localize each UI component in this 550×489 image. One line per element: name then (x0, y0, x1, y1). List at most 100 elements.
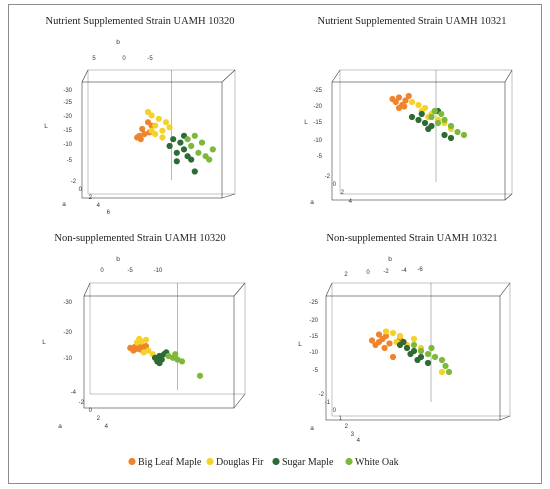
box-edge (331, 69, 341, 83)
data-point (144, 108, 152, 116)
data-point (177, 139, 184, 146)
panel-title: Nutrient Supplemented Strain UAMH 10320 (46, 16, 235, 27)
axis-label-a: a (310, 425, 314, 432)
data-point (198, 139, 206, 146)
box-front-face (81, 81, 223, 199)
data-point (403, 344, 411, 352)
tick-label-a: 0 (89, 408, 93, 414)
data-point (442, 362, 449, 370)
data-point (188, 156, 195, 163)
tick-label-L: -20 (313, 104, 322, 110)
tick-label-b: -5 (127, 268, 133, 274)
data-point (172, 351, 179, 358)
box-edge (233, 282, 246, 297)
data-point (156, 360, 163, 367)
data-point (165, 352, 172, 360)
tick-label-b: 0 (100, 268, 104, 274)
box-back-face (89, 282, 246, 395)
tick-label-L: -20 (309, 318, 318, 324)
tick-label-a: 2 (89, 195, 93, 201)
box-edge (499, 282, 511, 297)
tick-label-L: -5 (67, 158, 73, 164)
legend: Big Leaf Maple Douglas Fir Sugar Maple Whit… (128, 457, 399, 468)
data-point (438, 356, 446, 364)
data-point (136, 132, 143, 139)
tick-label-a: 4 (357, 438, 361, 444)
data-point (428, 344, 435, 352)
data-point (389, 353, 397, 361)
data-point (166, 142, 173, 150)
data-point (191, 168, 198, 175)
box-edge (504, 193, 513, 201)
data-point (445, 368, 453, 376)
axis-label-b: b (388, 256, 392, 263)
tick-label-a: -2 (79, 400, 85, 406)
data-point (415, 101, 422, 109)
tick-label-b: -5 (147, 56, 153, 62)
axis-label-L: L (44, 123, 48, 130)
axis-label-L: L (298, 341, 302, 348)
axis-label-L: L (304, 119, 308, 126)
data-point (417, 347, 425, 355)
data-point (396, 332, 404, 340)
box-edge (221, 193, 236, 199)
axis-label-b: b (116, 39, 120, 46)
tick-label-b: 0 (366, 270, 370, 276)
data-point (410, 341, 418, 349)
tick-label-L: -10 (313, 138, 322, 144)
box-front-face (331, 81, 506, 201)
box-back-face (87, 69, 236, 195)
data-point (434, 119, 442, 127)
data-point (375, 331, 383, 338)
tick-label-a: 6 (107, 210, 111, 216)
data-point (139, 125, 146, 133)
tick-label-a: -1 (325, 400, 331, 406)
box-edge (504, 69, 513, 83)
data-point (421, 119, 429, 127)
data-point (425, 125, 432, 133)
panel-2: Nutrient Supplemented Strain UAMH 10321 L… (304, 16, 513, 206)
tick-label-b: 0 (122, 56, 126, 62)
data-point (140, 349, 147, 356)
panel-title: Non-supplemented Strain UAMH 10321 (326, 233, 497, 244)
box-back-face (339, 69, 513, 195)
data-point (441, 131, 448, 139)
panel-title: Nutrient Supplemented Strain UAMH 10321 (318, 16, 507, 27)
axis-label-a: a (310, 199, 314, 206)
data-point (400, 338, 407, 346)
panel-1: Nutrient Supplemented Strain UAMH 10320 b… (44, 16, 236, 216)
data-point (428, 113, 435, 121)
legend-label: Big Leaf Maple (138, 457, 202, 468)
data-point (424, 350, 432, 358)
data-point (431, 353, 439, 361)
data-point (178, 358, 186, 365)
tick-label-b: -4 (401, 268, 407, 274)
tick-label-L: -25 (63, 100, 72, 106)
data-point (188, 142, 195, 150)
tick-label-a: -2 (325, 174, 331, 180)
tick-label-L: -20 (63, 114, 72, 120)
tick-label-L: -10 (63, 356, 72, 362)
data-point (389, 329, 397, 337)
tick-label-L: -5 (317, 154, 323, 160)
data-point (447, 122, 455, 130)
panel-title: Non-supplemented Strain UAMH 10320 (54, 233, 225, 244)
tick-label-b: -2 (383, 269, 389, 275)
data-point (454, 128, 461, 136)
data-point (408, 98, 416, 106)
data-point (159, 134, 166, 141)
tick-label-L: -15 (63, 128, 72, 134)
data-point (402, 97, 409, 104)
data-point (407, 350, 414, 358)
data-point (431, 107, 438, 115)
data-point (447, 134, 455, 142)
data-point (441, 116, 448, 124)
axis-label-b: b (116, 256, 120, 263)
tick-label-L: -30 (63, 88, 72, 94)
box-front-face (83, 295, 235, 409)
axis-label-a: a (58, 423, 62, 430)
tick-label-a: 2 (341, 190, 345, 196)
tick-label-a: 0 (333, 182, 337, 188)
data-point (159, 127, 166, 134)
